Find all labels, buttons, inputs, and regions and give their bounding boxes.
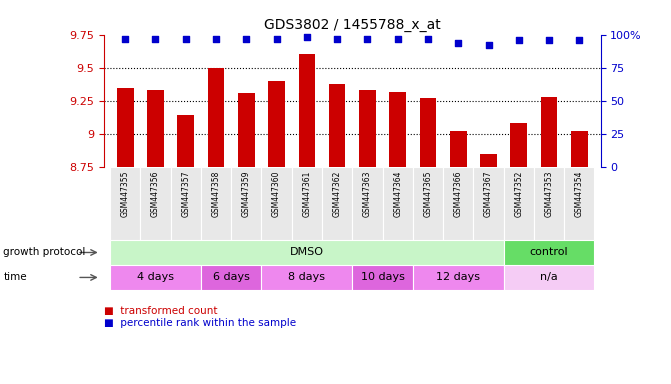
FancyBboxPatch shape xyxy=(564,167,595,240)
Bar xyxy=(177,115,194,167)
Bar xyxy=(419,98,436,167)
Text: GSM447359: GSM447359 xyxy=(242,171,251,217)
FancyBboxPatch shape xyxy=(110,240,504,265)
Text: GSM447367: GSM447367 xyxy=(484,171,493,217)
Bar xyxy=(511,123,527,167)
FancyBboxPatch shape xyxy=(504,240,595,265)
Text: GSM447352: GSM447352 xyxy=(514,171,523,217)
Bar xyxy=(329,84,346,167)
Bar xyxy=(238,93,254,167)
Text: 8 days: 8 days xyxy=(289,272,325,283)
Text: control: control xyxy=(530,247,568,258)
Point xyxy=(331,35,342,41)
Text: GSM447355: GSM447355 xyxy=(121,171,130,217)
Point xyxy=(120,35,131,41)
FancyBboxPatch shape xyxy=(413,167,443,240)
Point xyxy=(513,37,524,43)
FancyBboxPatch shape xyxy=(352,167,382,240)
FancyBboxPatch shape xyxy=(473,167,504,240)
Text: time: time xyxy=(3,272,27,283)
FancyBboxPatch shape xyxy=(201,265,262,290)
FancyBboxPatch shape xyxy=(413,265,504,290)
Text: GSM447357: GSM447357 xyxy=(181,171,191,217)
Bar xyxy=(117,88,134,167)
Point xyxy=(362,35,373,41)
Bar xyxy=(299,55,315,167)
FancyBboxPatch shape xyxy=(201,167,231,240)
Point xyxy=(574,37,584,43)
FancyBboxPatch shape xyxy=(352,265,413,290)
FancyBboxPatch shape xyxy=(443,167,473,240)
Text: GSM447363: GSM447363 xyxy=(363,171,372,217)
FancyBboxPatch shape xyxy=(292,167,322,240)
Text: GSM447364: GSM447364 xyxy=(393,171,402,217)
Point xyxy=(483,42,494,48)
FancyBboxPatch shape xyxy=(110,167,140,240)
FancyBboxPatch shape xyxy=(262,265,352,290)
FancyBboxPatch shape xyxy=(262,167,292,240)
Point xyxy=(393,35,403,41)
FancyBboxPatch shape xyxy=(170,167,201,240)
Bar xyxy=(450,131,466,167)
Text: 12 days: 12 days xyxy=(436,272,480,283)
Text: ■  transformed count: ■ transformed count xyxy=(104,306,217,316)
FancyBboxPatch shape xyxy=(534,167,564,240)
Text: GSM447353: GSM447353 xyxy=(545,171,554,217)
Text: GSM447361: GSM447361 xyxy=(303,171,311,217)
Text: GSM447358: GSM447358 xyxy=(211,171,221,217)
Bar xyxy=(268,81,285,167)
Text: 6 days: 6 days xyxy=(213,272,250,283)
Text: GSM447354: GSM447354 xyxy=(575,171,584,217)
FancyBboxPatch shape xyxy=(382,167,413,240)
Point xyxy=(241,35,252,41)
FancyBboxPatch shape xyxy=(231,167,262,240)
FancyBboxPatch shape xyxy=(504,167,534,240)
FancyBboxPatch shape xyxy=(322,167,352,240)
Bar xyxy=(571,131,588,167)
Point xyxy=(423,35,433,41)
Text: GSM447365: GSM447365 xyxy=(423,171,433,217)
Point xyxy=(271,35,282,41)
Point xyxy=(180,35,191,41)
Point xyxy=(544,37,554,43)
Text: GSM447366: GSM447366 xyxy=(454,171,463,217)
Text: DMSO: DMSO xyxy=(290,247,324,258)
Text: GSM447356: GSM447356 xyxy=(151,171,160,217)
Text: GSM447362: GSM447362 xyxy=(333,171,342,217)
Bar xyxy=(359,90,376,167)
Text: GSM447360: GSM447360 xyxy=(272,171,281,217)
FancyBboxPatch shape xyxy=(504,265,595,290)
Text: growth protocol: growth protocol xyxy=(3,247,86,258)
Text: 4 days: 4 days xyxy=(137,272,174,283)
FancyBboxPatch shape xyxy=(140,167,170,240)
Point xyxy=(150,35,161,41)
Bar xyxy=(541,97,558,167)
Bar xyxy=(147,90,164,167)
Point xyxy=(211,35,221,41)
Point xyxy=(453,40,464,46)
Bar xyxy=(480,154,497,167)
Point xyxy=(301,34,312,40)
Bar xyxy=(208,68,224,167)
Bar xyxy=(389,91,406,167)
Title: GDS3802 / 1455788_x_at: GDS3802 / 1455788_x_at xyxy=(264,18,441,32)
Text: ■  percentile rank within the sample: ■ percentile rank within the sample xyxy=(104,318,296,328)
Text: n/a: n/a xyxy=(540,272,558,283)
Text: 10 days: 10 days xyxy=(360,272,405,283)
FancyBboxPatch shape xyxy=(110,265,201,290)
